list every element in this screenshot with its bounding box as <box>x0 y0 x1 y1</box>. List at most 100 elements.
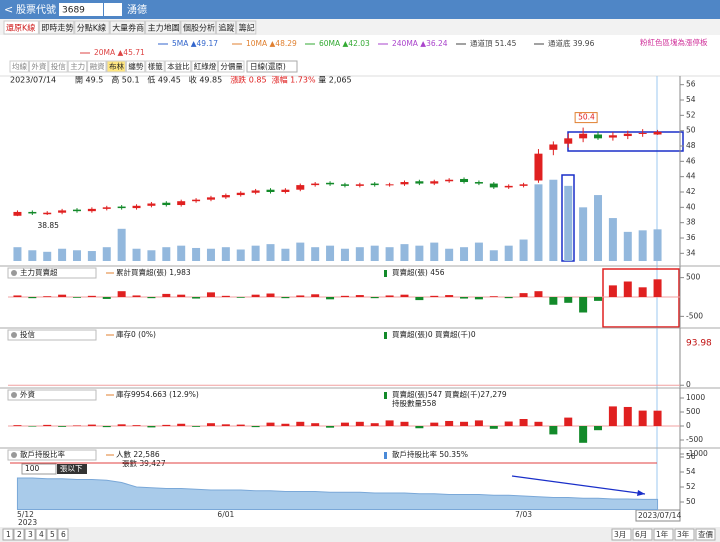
tab[interactable] <box>38 20 75 35</box>
candle-body <box>638 132 647 134</box>
volume-bar <box>489 250 498 261</box>
panel-select[interactable] <box>7 389 97 401</box>
bar-swatch <box>384 452 387 459</box>
panel-title: 主力買賣超 <box>20 267 58 277</box>
line-label: 庫存0 (0%) <box>116 329 156 339</box>
bar <box>564 297 573 303</box>
volume-bar <box>385 247 394 261</box>
tab-label: 個股分析 <box>183 23 215 33</box>
bar <box>430 422 439 426</box>
bar <box>192 297 201 299</box>
toolbar-label: 布林 <box>109 61 124 71</box>
range-label: 6月 <box>635 530 647 539</box>
close-icon[interactable] <box>11 452 17 458</box>
panel-select[interactable] <box>7 267 97 279</box>
panel-select[interactable] <box>7 329 97 341</box>
close-icon[interactable] <box>11 392 17 398</box>
range-button[interactable] <box>632 528 653 541</box>
close-icon[interactable] <box>11 332 17 338</box>
toolbar-label: 纏勢 <box>128 61 143 71</box>
range-button[interactable] <box>653 528 674 541</box>
toolbar-label: 均線 <box>12 61 27 71</box>
tab[interactable] <box>180 20 216 35</box>
range-button[interactable] <box>695 528 716 541</box>
candle-body <box>28 211 37 214</box>
close-icon[interactable] <box>11 270 17 276</box>
tab[interactable] <box>145 20 181 35</box>
candle-body <box>445 179 454 182</box>
volume-bar <box>326 245 335 261</box>
back-button[interactable]: < <box>4 3 13 16</box>
high-label: 50.4 <box>578 113 595 122</box>
tab[interactable] <box>109 20 146 35</box>
toolbar-button[interactable] <box>9 60 29 73</box>
volume-bar <box>117 228 126 261</box>
panel-title: 外資 <box>20 389 35 399</box>
bar <box>132 425 141 426</box>
range-button[interactable] <box>611 528 632 541</box>
toolbar-button[interactable] <box>217 60 245 73</box>
footer-bar <box>0 527 720 542</box>
bar <box>28 426 37 427</box>
bar <box>72 425 81 426</box>
y-tick-label: 42 <box>686 187 696 196</box>
toolbar-button[interactable] <box>164 60 192 73</box>
toolbar-button[interactable] <box>191 60 218 73</box>
tab[interactable] <box>74 20 110 35</box>
x-tick-label: 7/03 <box>515 510 532 519</box>
candle-body <box>340 184 349 186</box>
page-button[interactable] <box>24 528 36 541</box>
page-button[interactable] <box>46 528 58 541</box>
page-label: 3 <box>28 530 33 539</box>
bar <box>147 297 156 299</box>
toolbar-button[interactable] <box>125 60 146 73</box>
tab[interactable] <box>3 20 39 35</box>
bar <box>340 422 349 426</box>
tab[interactable] <box>236 20 257 35</box>
bar <box>162 293 171 297</box>
toolbar-button[interactable] <box>145 60 165 73</box>
volume-bar <box>594 195 603 261</box>
code-input[interactable] <box>59 3 103 16</box>
page-button[interactable] <box>2 528 14 541</box>
volume-bar <box>355 247 364 261</box>
low-label: 38.85 <box>37 221 59 230</box>
panel-title: 散戶持股比率 <box>20 449 65 459</box>
page-button[interactable] <box>57 528 69 541</box>
range-button[interactable] <box>674 528 695 541</box>
candle-body <box>13 211 22 216</box>
panel-select[interactable] <box>7 449 97 461</box>
bar <box>474 420 483 426</box>
toolbar-button[interactable] <box>28 60 49 73</box>
volume-bar <box>206 248 215 261</box>
toolbar-button[interactable] <box>67 60 88 73</box>
search-button[interactable] <box>104 3 122 16</box>
page-button[interactable] <box>35 528 47 541</box>
tab-label: 分點K線 <box>77 23 106 33</box>
toolbar-button[interactable] <box>87 60 107 73</box>
y-tick-label: 0 <box>686 421 691 430</box>
toolbar-label: 紅綠燈 <box>194 61 217 71</box>
bar <box>147 426 156 428</box>
bar <box>623 281 632 297</box>
volume-bar <box>653 229 662 261</box>
volume-bar <box>192 247 201 261</box>
bar <box>653 279 662 297</box>
toolbar-button[interactable] <box>48 60 68 73</box>
candle-body <box>653 131 662 135</box>
bar <box>534 421 543 426</box>
candle-body <box>415 181 424 184</box>
page-button[interactable] <box>13 528 25 541</box>
volume-bar <box>504 245 513 261</box>
toolbar-button[interactable] <box>106 60 126 73</box>
line-label: 人數 22,586 <box>116 449 160 459</box>
range-label: 查價 <box>698 529 713 539</box>
bar <box>400 421 409 426</box>
tab[interactable] <box>215 20 237 35</box>
bar <box>489 296 498 297</box>
bar <box>534 291 543 297</box>
candle-body <box>162 202 171 206</box>
amount-select[interactable] <box>21 463 57 475</box>
period-select[interactable] <box>246 60 298 73</box>
bar <box>58 294 67 297</box>
